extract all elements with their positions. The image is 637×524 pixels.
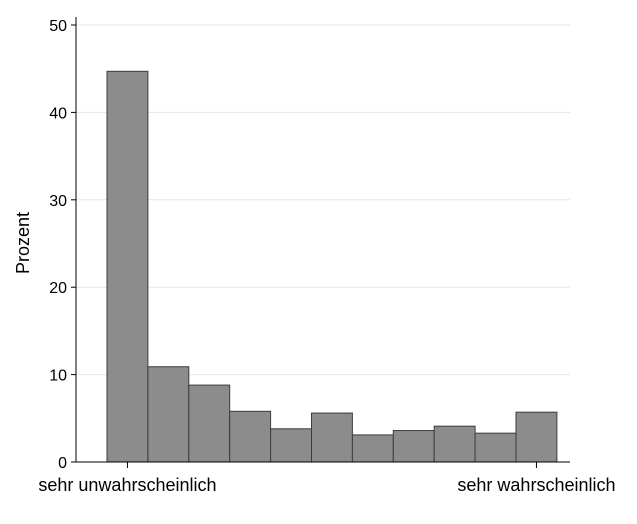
bar-6 xyxy=(351,434,394,463)
bars xyxy=(106,70,558,463)
axes: 0 10 20 30 40 50 sehr unwahrscheinlich sehr wah… xyxy=(38,17,615,495)
y-tick-label: 50 xyxy=(49,18,67,35)
bar-3 xyxy=(229,410,272,463)
bar-8 xyxy=(433,425,476,463)
y-axis-title: Prozent xyxy=(13,212,33,274)
bar-2 xyxy=(188,384,231,463)
y-tick-label: 20 xyxy=(49,280,67,297)
bar-0 xyxy=(106,70,149,463)
y-tick-label: 10 xyxy=(49,368,67,385)
bar-5 xyxy=(311,412,353,463)
y-tick-label: 0 xyxy=(58,455,67,472)
bar-4 xyxy=(270,428,313,463)
bar-10 xyxy=(515,411,558,463)
x-tick-label: sehr unwahrscheinlich xyxy=(38,475,216,495)
y-tick-label: 40 xyxy=(49,105,67,122)
bar-1 xyxy=(147,366,190,463)
gridlines xyxy=(76,24,570,376)
y-tick-label: 30 xyxy=(49,193,67,210)
x-tick-label: sehr wahrscheinlich xyxy=(457,475,615,495)
bar-7 xyxy=(392,430,435,463)
bar-9 xyxy=(474,432,517,463)
